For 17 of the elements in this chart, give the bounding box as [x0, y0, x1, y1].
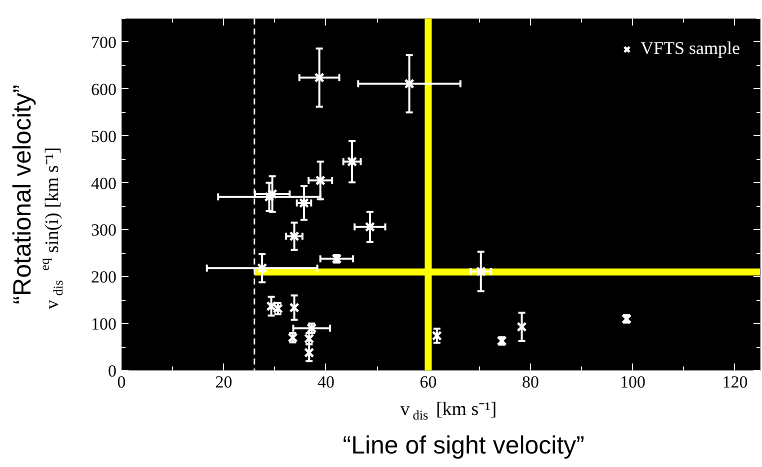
y-tick-label: 200 — [91, 268, 116, 287]
x-tick-label: 60 — [420, 372, 437, 392]
y-tick-label: 100 — [91, 314, 116, 334]
y-tick-label: 400 — [91, 174, 116, 193]
y-tick-label: 300 — [91, 220, 116, 240]
x-tick-label: 120 — [722, 372, 748, 392]
x-tick-label: 40 — [317, 372, 334, 392]
y-tick-label: 700 — [91, 32, 116, 52]
y-tick-label: 600 — [91, 80, 116, 99]
x-tick-label: 20 — [215, 372, 232, 392]
x-tick-label: 100 — [620, 372, 646, 392]
y-axis-title: vdiseq sin(i) [km s⁻¹] — [37, 147, 66, 310]
x-tick-label: 80 — [522, 372, 539, 392]
legend-label: VFTS sample — [640, 38, 740, 59]
text: “Rotational velocity” — [8, 84, 36, 304]
y-tick-label: 500 — [91, 126, 116, 146]
text: “Line of sight velocity” — [342, 432, 585, 460]
